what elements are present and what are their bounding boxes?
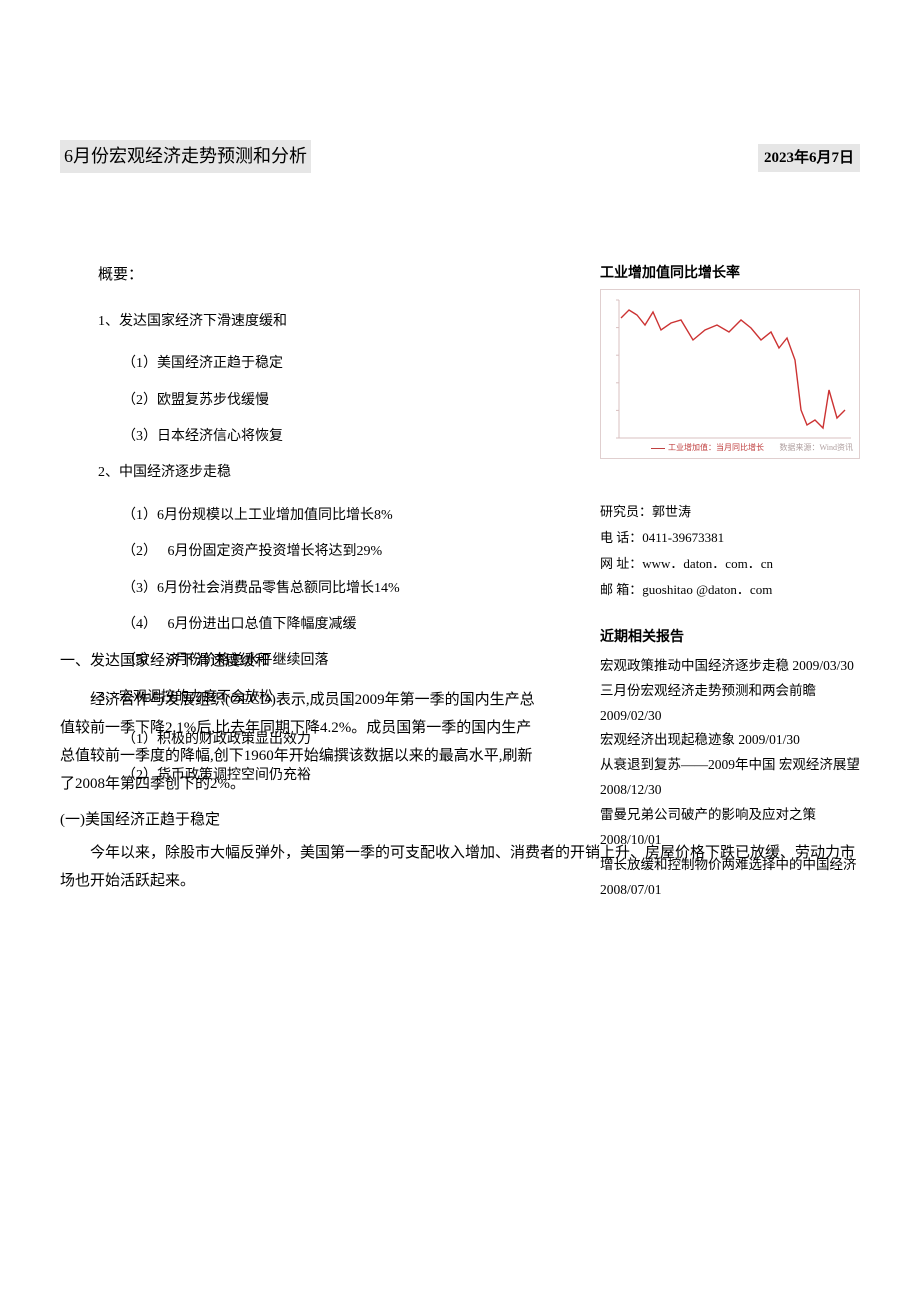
legend-text: 工业增加值：当月同比增长 bbox=[668, 443, 764, 452]
outline-item: （2）欧盟复苏步伐缓慢 bbox=[122, 390, 570, 412]
email-line: 邮 箱：guoshitao @daton．com bbox=[600, 577, 860, 603]
chart-legend: 工业增加值：当月同比增长 bbox=[651, 442, 764, 455]
industrial-growth-chart: 工业增加值：当月同比增长 数据来源：Wind资讯 bbox=[600, 289, 860, 459]
phone-line: 电 话：0411-39673381 bbox=[600, 525, 860, 551]
report-item: 三月份宏观经济走势预测和两会前瞻 2009/02/30 bbox=[600, 679, 860, 729]
outline-item: （1）美国经济正趋于稳定 bbox=[122, 353, 570, 375]
main-content: 概要： 1、发达国家经济下滑速度缓和 （1）美国经济正趋于稳定 （2）欧盟复苏步… bbox=[60, 263, 860, 903]
reports-title: 近期相关报告 bbox=[600, 627, 860, 649]
chart-svg bbox=[601, 290, 861, 460]
outline-item: （2） 6月份固定资产投资增长将达到29% bbox=[122, 541, 570, 563]
left-column: 概要： 1、发达国家经济下滑速度缓和 （1）美国经济正趋于稳定 （2）欧盟复苏步… bbox=[60, 263, 570, 903]
chart-title: 工业增加值同比增长率 bbox=[600, 263, 860, 285]
report-item: 宏观政策推动中国经济逐步走稳 2009/03/30 bbox=[600, 654, 860, 679]
outline-item: （3）6月份社会消费品零售总额同比增长14% bbox=[122, 578, 570, 600]
outline-item: （4） 6月份进出口总值下降幅度减缓 bbox=[122, 614, 570, 636]
researcher-line: 研究员：郭世涛 bbox=[600, 499, 860, 525]
web-line: 网 址：www．daton．com．cn bbox=[600, 551, 860, 577]
header-row: 6月份宏观经济走势预测和分析 2023年6月7日 bbox=[60, 140, 860, 173]
outline-section-1: 1、发达国家经济下滑速度缓和 bbox=[98, 311, 570, 333]
legend-line-icon bbox=[651, 448, 665, 449]
outline-item: （3）日本经济信心将恢复 bbox=[122, 426, 570, 448]
contact-block: 研究员：郭世涛 电 话：0411-39673381 网 址：www．daton．… bbox=[600, 499, 860, 603]
outline-section-2: 2、中国经济逐步走稳 bbox=[98, 462, 570, 484]
chart-source: 数据来源：Wind资讯 bbox=[780, 442, 853, 455]
page-title: 6月份宏观经济走势预测和分析 bbox=[60, 140, 311, 173]
outline-item: （1）6月份规模以上工业增加值同比增长8% bbox=[122, 505, 570, 527]
page-date: 2023年6月7日 bbox=[758, 144, 860, 172]
right-column: 工业增加值同比增长率 工业增加值：当月同比增长 数据来源：Wind资讯 研究员：… bbox=[600, 263, 860, 903]
report-item: 从衰退到复苏——2009年中国 宏观经济展望 2008/12/30 bbox=[600, 753, 860, 803]
summary-label: 概要： bbox=[98, 263, 570, 287]
report-item: 宏观经济出现起稳迹象 2009/01/30 bbox=[600, 728, 860, 753]
